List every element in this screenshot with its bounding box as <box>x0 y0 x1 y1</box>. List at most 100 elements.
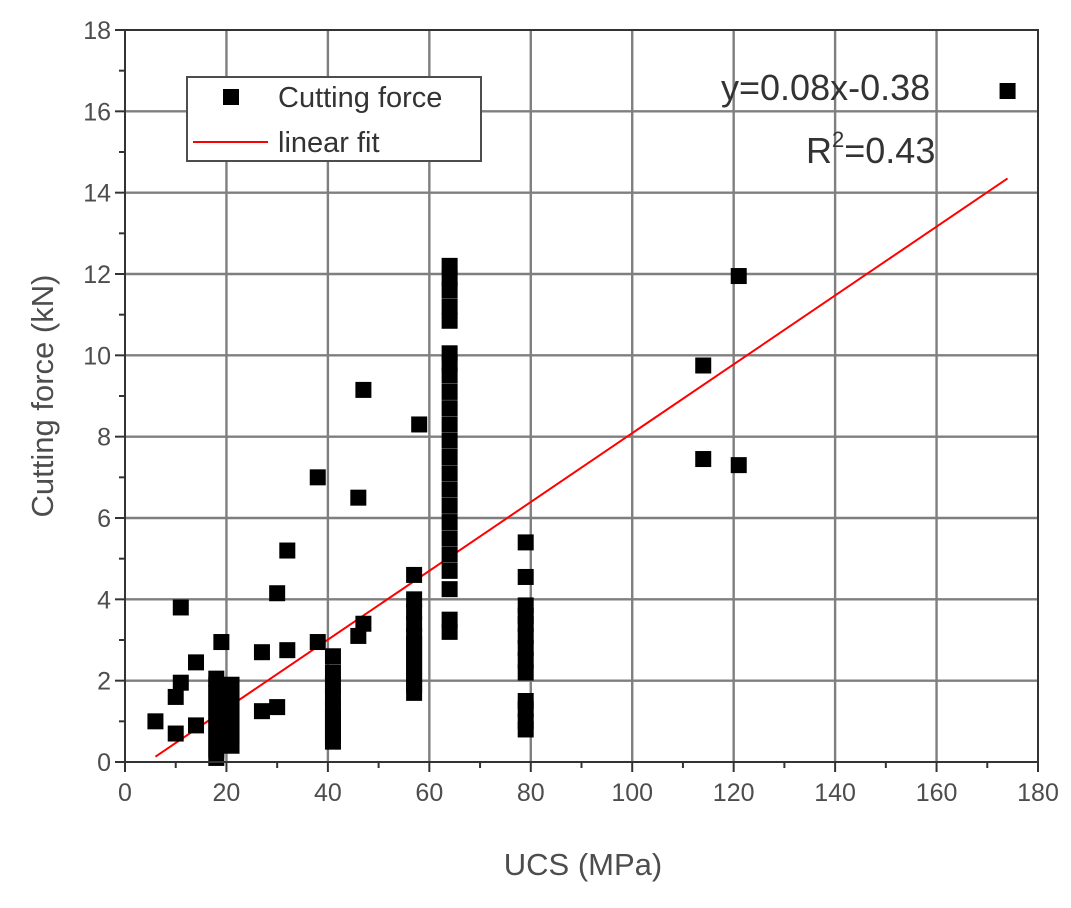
x-tick-label-80: 80 <box>517 779 545 807</box>
data-point <box>517 568 534 585</box>
data-point <box>223 688 240 705</box>
data-point <box>517 627 534 644</box>
equation-annotation: y=0.08x-0.38 <box>721 67 930 108</box>
data-point <box>730 268 747 285</box>
data-point <box>324 688 341 705</box>
data-point <box>441 497 458 514</box>
data-point <box>999 83 1016 99</box>
legend-label-cutting-force: Cutting force <box>278 82 442 114</box>
data-point <box>269 585 286 602</box>
data-point <box>355 615 372 632</box>
data-point <box>406 603 423 620</box>
data-point <box>324 664 341 681</box>
data-point <box>269 699 286 716</box>
data-point <box>411 416 428 433</box>
legend: Cutting force linear fit <box>186 76 482 162</box>
data-point <box>406 615 423 632</box>
data-point <box>441 345 458 362</box>
x-tick-label-100: 100 <box>611 779 653 807</box>
data-point <box>441 481 458 498</box>
x-tick-label-0: 0 <box>118 779 132 807</box>
data-point <box>517 664 534 681</box>
r-squared-value: =0.43 <box>844 130 935 171</box>
r-squared-superscript: 2 <box>832 127 844 152</box>
fit-line-layer <box>154 177 1009 758</box>
data-point <box>406 627 423 644</box>
data-point <box>406 591 423 608</box>
data-point <box>172 674 189 691</box>
data-point <box>441 581 458 598</box>
data-point <box>441 432 458 449</box>
data-point <box>147 713 164 730</box>
data-point <box>517 640 534 657</box>
data-point <box>324 701 341 718</box>
x-tick-label-40: 40 <box>314 779 342 807</box>
data-point <box>406 566 423 583</box>
data-point <box>441 312 458 329</box>
data-point <box>695 357 712 374</box>
data-point <box>279 542 296 559</box>
data-point <box>517 534 534 551</box>
legend-label-linear-fit: linear fit <box>278 127 380 159</box>
data-point <box>441 530 458 547</box>
data-point <box>172 599 189 616</box>
data-point <box>441 514 458 531</box>
data-point <box>441 623 458 640</box>
data-point <box>441 400 458 417</box>
y-tick-label-8: 8 <box>97 424 111 452</box>
data-point <box>223 676 240 693</box>
data-point <box>253 703 270 720</box>
data-point <box>350 489 367 506</box>
data-point <box>441 449 458 465</box>
data-point <box>730 457 747 474</box>
data-point <box>188 717 205 734</box>
y-tick-label-6: 6 <box>97 505 111 533</box>
y-axis-title: Cutting force (kN) <box>25 275 60 518</box>
data-point <box>441 465 458 482</box>
data-point <box>350 627 367 644</box>
x-tick-label-140: 140 <box>814 779 856 807</box>
data-point <box>441 383 458 400</box>
data-point <box>441 298 458 315</box>
data-point <box>441 257 458 274</box>
x-tick-label-180: 180 <box>1017 779 1059 807</box>
data-point <box>309 634 326 651</box>
data-point <box>441 270 458 287</box>
x-axis-title: UCS (MPa) <box>504 847 662 882</box>
x-tick-label-120: 120 <box>713 779 755 807</box>
data-point <box>213 634 230 651</box>
x-tick-label-60: 60 <box>415 779 443 807</box>
y-tick-label-4: 4 <box>97 586 111 614</box>
data-point <box>355 381 372 398</box>
x-tick-label-160: 160 <box>916 779 958 807</box>
y-tick-label-12: 12 <box>83 261 111 289</box>
y-tick-label-10: 10 <box>83 342 111 370</box>
data-point <box>517 597 534 614</box>
data-points <box>147 83 1016 766</box>
data-point <box>441 546 458 563</box>
data-point <box>441 367 458 384</box>
data-point <box>167 725 184 742</box>
y-tick-label-18: 18 <box>83 17 111 45</box>
x-tick-label-20: 20 <box>213 779 241 807</box>
data-point <box>517 652 534 669</box>
data-point <box>309 469 326 486</box>
data-point <box>167 688 184 705</box>
data-point <box>517 713 534 730</box>
y-tick-label-2: 2 <box>97 668 111 696</box>
legend-marker-cutting-force <box>223 89 239 105</box>
data-point <box>208 670 225 687</box>
ticks: 0 20 40 60 80 100 120 140 160 180 0 2 4 6 8 10 12 14 16 18 <box>83 17 1059 807</box>
data-point <box>441 611 458 628</box>
r-squared-annotation: R2=0.43 <box>806 127 935 171</box>
data-point <box>441 562 458 579</box>
data-point <box>188 654 205 671</box>
linear-fit-line <box>154 177 1009 758</box>
data-point <box>517 693 534 709</box>
data-point <box>324 648 341 665</box>
r-squared-prefix: R <box>806 130 832 171</box>
data-point <box>695 451 712 468</box>
y-tick-label-16: 16 <box>83 98 111 126</box>
